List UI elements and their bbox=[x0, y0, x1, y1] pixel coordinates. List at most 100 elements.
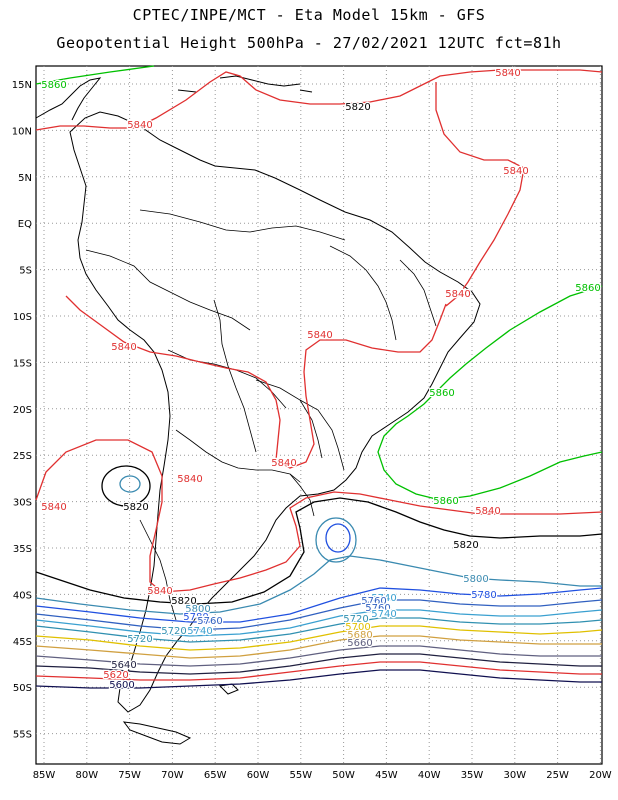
lon-tick-label: 30W bbox=[503, 770, 526, 781]
lat-tick-label: 45S bbox=[13, 637, 32, 648]
caribbean-islands bbox=[177, 75, 313, 93]
contour-5860-north bbox=[35, 65, 155, 85]
lon-tick-label: 75W bbox=[118, 770, 141, 781]
contour-label: 5820 bbox=[345, 102, 370, 113]
lat-tick-label: 30S bbox=[13, 498, 32, 509]
contour-label: 5840 bbox=[127, 120, 152, 131]
contour-5800-loop bbox=[315, 517, 357, 563]
contour-label: 5820 bbox=[123, 502, 148, 513]
contour-5720 bbox=[35, 617, 603, 643]
contour-label: 5840 bbox=[503, 166, 528, 177]
lon-tick-label: 50W bbox=[332, 770, 355, 781]
contour-label: 5860 bbox=[575, 283, 600, 294]
contour-label: 5780 bbox=[183, 612, 208, 623]
contour-5860-east bbox=[377, 285, 603, 501]
contour-label: 5840 bbox=[271, 458, 296, 469]
lat-tick-label: 5S bbox=[19, 266, 32, 277]
contour-label: 5860 bbox=[433, 496, 458, 507]
contour-label: 5800 bbox=[463, 574, 488, 585]
lon-tick-label: 55W bbox=[289, 770, 312, 781]
contour-5700 bbox=[35, 625, 603, 651]
contour-5840-south bbox=[35, 439, 603, 593]
contour-label: 5640 bbox=[111, 660, 136, 671]
lon-tick-label: 70W bbox=[161, 770, 184, 781]
contour-label: 5860 bbox=[429, 388, 454, 399]
contour-label: 5680 bbox=[347, 630, 372, 641]
lat-tick-label: EQ bbox=[18, 219, 32, 230]
lon-tick-label: 80W bbox=[75, 770, 98, 781]
contour-5600 bbox=[35, 669, 602, 689]
contour-label: 5840 bbox=[475, 506, 500, 517]
contour-label: 5720 bbox=[343, 614, 368, 625]
contour-label: 5820 bbox=[171, 596, 196, 607]
contour-label: 5740 bbox=[371, 593, 396, 604]
map-title-line1: CPTEC/INPE/MCT - Eta Model 15km - GFS bbox=[132, 6, 486, 24]
coastlines bbox=[35, 75, 481, 745]
lon-tick-label: 40W bbox=[418, 770, 441, 781]
graticule bbox=[36, 66, 602, 764]
contour-label: 5700 bbox=[345, 622, 370, 633]
lon-tick-label: 35W bbox=[461, 770, 484, 781]
contour-5820-closed bbox=[101, 465, 151, 507]
south-america-coastline bbox=[69, 111, 481, 713]
contour-label: 5740 bbox=[187, 626, 212, 637]
contour-5740 bbox=[35, 609, 603, 637]
lat-tick-label: 50S bbox=[13, 683, 32, 694]
lon-tick-label: 45W bbox=[375, 770, 398, 781]
contour-label: 5840 bbox=[495, 68, 520, 79]
lat-tick-label: 20S bbox=[13, 405, 32, 416]
contour-5640 bbox=[35, 653, 602, 675]
contour-label: 5820 bbox=[453, 540, 478, 551]
contour-5820 bbox=[35, 497, 603, 605]
contour-5680 bbox=[35, 635, 602, 659]
lat-tick-label: 5N bbox=[18, 173, 32, 184]
contour-5660 bbox=[35, 645, 602, 667]
height-contours bbox=[35, 65, 603, 689]
contour-label: 5660 bbox=[347, 638, 372, 649]
contour-5620 bbox=[35, 661, 602, 681]
contour-label: 5760 bbox=[361, 596, 386, 607]
contour-5800 bbox=[35, 555, 602, 615]
central-america-coastline bbox=[35, 77, 102, 121]
lon-tick-label: 20W bbox=[589, 770, 612, 781]
lat-tick-label: 10S bbox=[13, 312, 32, 323]
lat-tick-label: 40S bbox=[13, 590, 32, 601]
contour-5780-closed bbox=[325, 523, 351, 553]
lat-tick-label: 15N bbox=[12, 80, 32, 91]
contour-label: 5720 bbox=[161, 626, 186, 637]
tierra-del-fuego bbox=[122, 721, 192, 745]
contour-label: 5840 bbox=[41, 502, 66, 513]
contour-label: 5840 bbox=[147, 586, 172, 597]
lon-tick-label: 85W bbox=[33, 770, 56, 781]
lon-tick-label: 60W bbox=[247, 770, 270, 781]
contour-label: 5720 bbox=[127, 634, 152, 645]
axis-ticks: 15N 10N 5N EQ 5S 10S 15S 20S 25S 30S 35S 40S 45S 50S 5… bbox=[12, 80, 612, 781]
contour-label: 5840 bbox=[177, 474, 202, 485]
lat-tick-label: 15S bbox=[13, 358, 32, 369]
contour-label: 5600 bbox=[109, 680, 134, 691]
map-title-line2: Geopotential Height 500hPa - 27/02/2021 … bbox=[56, 34, 562, 52]
contour-label: 5620 bbox=[103, 670, 128, 681]
lon-tick-label: 25W bbox=[546, 770, 569, 781]
map-frame bbox=[35, 65, 603, 765]
contour-5840-central bbox=[65, 295, 447, 469]
contour-label: 5780 bbox=[471, 590, 496, 601]
contour-label: 5840 bbox=[307, 330, 332, 341]
contour-label: 5860 bbox=[41, 80, 66, 91]
contour-5800-closed bbox=[119, 475, 141, 493]
lon-tick-label: 65W bbox=[204, 770, 227, 781]
contour-label: 5740 bbox=[371, 609, 396, 620]
lat-tick-label: 25S bbox=[13, 451, 32, 462]
contour-5840-loop-east bbox=[435, 82, 525, 307]
contour-label: 5840 bbox=[445, 289, 470, 300]
lat-tick-label: 10N bbox=[12, 126, 32, 137]
contour-label: 5840 bbox=[111, 342, 136, 353]
contour-label: 5760 bbox=[365, 603, 390, 614]
contour-labels: 5860584058205840584058605840584058405860… bbox=[40, 67, 602, 693]
contour-5840-north bbox=[35, 69, 603, 131]
lat-tick-label: 55S bbox=[13, 730, 32, 741]
lat-tick-label: 35S bbox=[13, 544, 32, 555]
contour-5780 bbox=[35, 587, 603, 623]
contour-5760 bbox=[35, 599, 603, 631]
